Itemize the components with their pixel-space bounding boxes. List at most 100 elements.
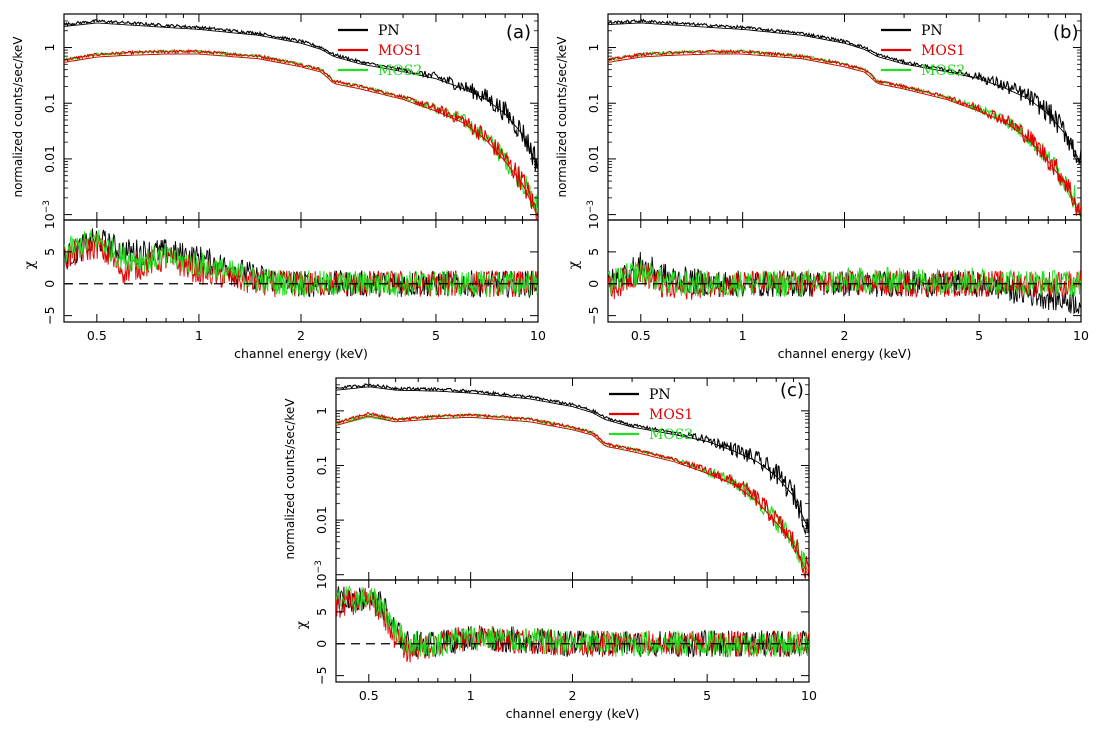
panel-label: (b) — [1053, 22, 1078, 43]
model-pn — [336, 386, 809, 531]
panel-label: (a) — [506, 22, 531, 43]
y-tick-label: 0 — [586, 280, 601, 288]
y-tick-label: 0.01 — [42, 145, 57, 173]
x-axis-label: channel energy (keV) — [778, 346, 912, 361]
y-tick-label: 10−3 — [42, 200, 57, 229]
model-mos2 — [64, 53, 538, 213]
y-tick-label: 1 — [42, 44, 57, 52]
y-tick-label: 1 — [314, 407, 329, 415]
spectrum-series-group — [64, 19, 538, 220]
x-tick-label: 5 — [432, 328, 440, 343]
x-tick-label: 5 — [975, 328, 983, 343]
legend: PN MOS1 MOS2 — [609, 387, 693, 443]
legend-label-mos1: MOS1 — [649, 407, 693, 423]
legend-label-mos2: MOS2 — [921, 63, 965, 79]
x-tick-label: 1 — [467, 688, 475, 703]
x-tick-label: 0.5 — [87, 328, 107, 343]
residual-mos2 — [608, 259, 1081, 298]
y-tick-label: 0.01 — [314, 506, 329, 534]
y-axis-label-bottom: χ — [22, 260, 38, 269]
y-axis-ticks-top: 1 0.1 0.01 10−3 — [42, 13, 538, 229]
y-axis-ticks-bottom: 5 0 −5 — [314, 608, 809, 685]
model-mos1 — [64, 53, 538, 218]
legend-label-mos2: MOS2 — [649, 427, 693, 443]
panel-label: (c) — [780, 380, 804, 401]
y-axis-ticks-bottom: 5 0 −5 — [42, 248, 538, 325]
panel-a: 0.5 1 2 5 1 0 channel energy (keV) 1 0.1 0.01 10−3… — [11, 13, 546, 361]
y-tick-label: 0.1 — [314, 456, 329, 476]
residual-plot-frame — [607, 219, 1082, 323]
x-tick-label: 10 — [801, 688, 817, 703]
residual-mos1 — [608, 259, 1081, 300]
y-axis-label-top: normalized counts/sec/keV — [283, 398, 297, 560]
spectrum-pn — [64, 19, 538, 171]
x-axis-label: channel energy (keV) — [234, 346, 368, 361]
y-tick-label: 5 — [42, 248, 57, 256]
spectrum-series-group — [608, 18, 1081, 220]
y-tick-label: 5 — [314, 608, 329, 616]
spectrum-series-group — [336, 383, 809, 580]
y-tick-label: 0 — [42, 280, 57, 288]
legend-label-mos2: MOS2 — [378, 63, 422, 79]
y-tick-label: 10−3 — [586, 200, 601, 229]
x-tick-label: 2 — [841, 328, 849, 343]
residual-series-group — [336, 584, 809, 663]
y-axis-label-bottom: χ — [294, 620, 310, 629]
residual-mos2 — [64, 229, 538, 299]
legend: PN MOS1 MOS2 — [338, 23, 422, 79]
legend-label-pn: PN — [649, 387, 671, 403]
x-tick-label: 5 — [703, 688, 711, 703]
model-mos2 — [336, 416, 809, 574]
x-tick-label: 1 — [739, 328, 747, 343]
x-tick-label: 1 — [195, 328, 203, 343]
residual-mos1 — [64, 234, 538, 298]
y-tick-label: −5 — [586, 306, 601, 324]
legend-label-pn: PN — [378, 23, 400, 39]
spectrum-mos1 — [64, 48, 538, 220]
spectrum-mos1 — [608, 48, 1081, 216]
x-tick-label: 10 — [1073, 328, 1089, 343]
model-pn — [64, 22, 538, 167]
x-tick-label: 0.5 — [359, 688, 379, 703]
x-axis-ticks: 0.5 1 2 5 10 — [335, 378, 817, 703]
legend-label-mos1: MOS1 — [921, 43, 965, 59]
spectrum-mos1 — [336, 411, 809, 580]
spectrum-pn — [608, 18, 1081, 165]
y-tick-label: 0.1 — [586, 93, 601, 113]
top-plot-frame — [607, 13, 1082, 221]
y-axis-label-bottom: χ — [566, 260, 582, 269]
spectrum-mos2 — [64, 48, 538, 214]
y-tick-label: 1 — [586, 44, 601, 52]
y-tick-label: 0.1 — [42, 93, 57, 113]
x-tick-label: 0.5 — [631, 328, 651, 343]
model-mos2 — [608, 53, 1081, 213]
residual-series-group — [64, 228, 538, 299]
y-axis-ticks-bottom: 5 0 −5 — [586, 248, 1081, 325]
y-tick-label: −5 — [42, 306, 57, 324]
x-tick-label: 2 — [569, 688, 577, 703]
y-tick-label: 10−3 — [314, 560, 329, 589]
y-tick-label: −5 — [314, 666, 329, 684]
legend-label-pn: PN — [921, 23, 943, 39]
y-axis-label-top: normalized counts/sec/keV — [11, 36, 25, 198]
y-tick-label: 0.01 — [586, 145, 601, 173]
spectrum-mos2 — [608, 48, 1081, 220]
top-plot-frame — [63, 13, 539, 221]
x-tick-label: 2 — [297, 328, 305, 343]
spectrum-pn — [336, 383, 809, 536]
panel-c: 0.5 1 2 5 10 channel energy (keV) 1 0.1 0.01 10−3… — [283, 377, 817, 721]
model-mos1 — [336, 415, 809, 578]
x-axis-label: channel energy (keV) — [506, 706, 640, 721]
model-mos1 — [608, 53, 1081, 218]
residual-series-group — [608, 251, 1081, 315]
panel-b: 0.5 1 2 5 10 channel energy (keV) 1 0.1 0.01 10−3… — [555, 13, 1089, 361]
y-axis-label-top: normalized counts/sec/keV — [555, 36, 569, 198]
x-axis-ticks: 0.5 1 2 5 10 — [63, 14, 546, 343]
spectrum-mos2 — [336, 412, 809, 576]
y-axis-ticks-top: 1 0.1 0.01 10−3 — [314, 377, 809, 589]
top-plot-frame — [335, 377, 810, 581]
model-pn — [608, 22, 1081, 164]
x-axis-ticks: 0.5 1 2 5 10 — [607, 14, 1089, 343]
